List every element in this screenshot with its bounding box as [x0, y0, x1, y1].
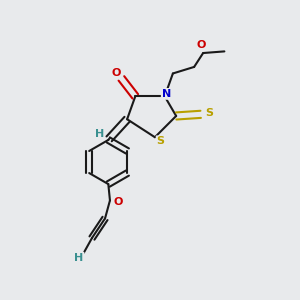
Text: H: H	[95, 129, 104, 139]
Text: O: O	[197, 40, 206, 50]
Text: N: N	[162, 89, 171, 99]
Text: S: S	[157, 136, 165, 146]
Text: S: S	[205, 108, 213, 118]
Text: O: O	[112, 68, 121, 79]
Text: H: H	[74, 253, 83, 263]
Text: O: O	[113, 197, 123, 207]
